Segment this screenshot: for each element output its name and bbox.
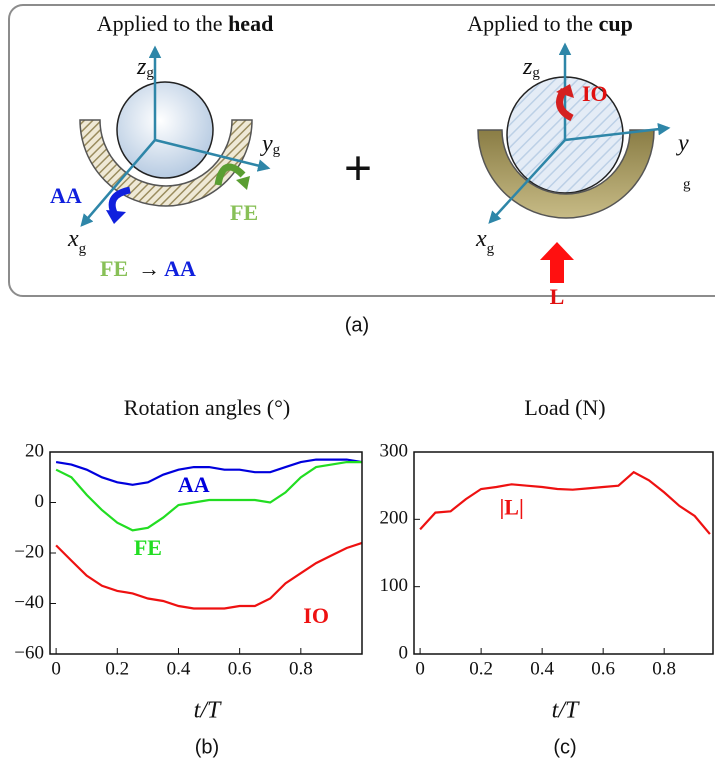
series-label: IO [303, 603, 329, 628]
axis-label: zg [136, 54, 154, 82]
x-axis-label: t/T [194, 698, 222, 724]
y-tick-label: −40 [14, 592, 44, 613]
caption: (a) [345, 314, 369, 336]
y-tick-label: −20 [14, 541, 44, 562]
plot-frame [413, 451, 714, 655]
axis-label: xg [475, 226, 495, 258]
x-tick-label: 0.8 [652, 658, 676, 679]
caption: (b) [195, 736, 219, 758]
cup-solid [477, 129, 655, 219]
io-arrow-head [556, 84, 574, 98]
y-tick-label: 100 [380, 575, 409, 596]
load-label: L [550, 284, 565, 309]
y-tick-label: 0 [399, 642, 409, 663]
fe-arrow [214, 163, 246, 186]
left-title: Applied to the head [97, 11, 274, 36]
series-label: AA [178, 472, 210, 497]
series-line [55, 461, 362, 532]
series-line [419, 470, 711, 535]
y-tick-label: 0 [35, 491, 45, 512]
series-label: FE [134, 535, 162, 560]
x-tick-label: 0 [415, 658, 425, 679]
axes-left [80, 45, 271, 227]
aa-arrow-head [106, 210, 126, 224]
plot-frame [49, 451, 363, 655]
series-label: |L| [499, 494, 523, 519]
x-tick-label: 0.2 [105, 658, 129, 679]
axis-label: zg [522, 54, 540, 82]
right-title: Applied to the cup [467, 11, 633, 36]
axis-label: g [683, 176, 691, 192]
y-tick-label: 200 [380, 508, 409, 529]
axis-label: y [676, 131, 689, 157]
series-line [55, 458, 363, 486]
chart-title: Load (N) [524, 395, 605, 420]
x-tick-label: 0 [51, 658, 61, 679]
x-axis-label: t/T [552, 698, 580, 724]
x-tick-label: 0.2 [469, 658, 493, 679]
caption: (c) [553, 736, 576, 758]
head-ball [116, 81, 214, 179]
x-tick-label: 0.6 [591, 658, 615, 679]
panel-frame [8, 4, 715, 297]
x-tick-label: 0.4 [530, 658, 554, 679]
y-tick-label: 20 [25, 440, 44, 461]
axis-label: yg [260, 131, 281, 159]
axis-label: xg [67, 226, 87, 258]
y-tick-label: −60 [14, 642, 44, 663]
fe-arrow-head [236, 176, 250, 190]
rotation-label: AA [50, 183, 82, 208]
x-tick-label: 0.8 [289, 658, 313, 679]
plus: + [344, 143, 372, 196]
series-line [55, 541, 363, 610]
rotation-label: FE [230, 200, 258, 225]
sequence: FE → AA [100, 256, 196, 281]
rotation-label: IO [582, 81, 608, 106]
load-arrow [540, 242, 574, 283]
x-tick-label: 0.4 [167, 658, 191, 679]
y-tick-label: 300 [380, 440, 409, 461]
chart-title: Rotation angles (°) [124, 395, 290, 420]
x-tick-label: 0.6 [228, 658, 252, 679]
